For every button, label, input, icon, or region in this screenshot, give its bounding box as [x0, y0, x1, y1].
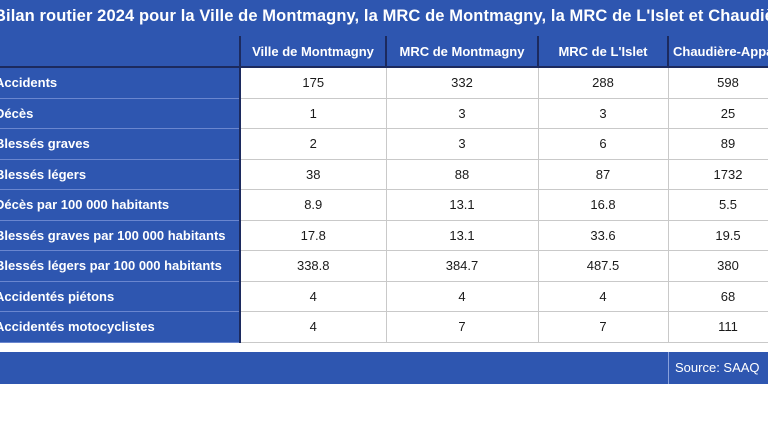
cell: 33.6 [538, 220, 669, 251]
row-label: Blessés graves par 100 000 habitants [0, 220, 241, 251]
title-bar: Bilan routier 2024 pour la Ville de Mont… [0, 0, 768, 36]
cell: 6 [538, 128, 669, 160]
table-row: Blessés légers 38 88 87 1732 [0, 159, 768, 190]
cell: 5.5 [668, 189, 768, 221]
cell: 8.9 [240, 189, 387, 221]
row-label: Blessés légers [0, 159, 241, 190]
cell: 598 [668, 67, 768, 99]
row-label: Décès [0, 98, 241, 129]
cell: 19.5 [668, 220, 768, 251]
footer-bar: Source: SAAQ [0, 352, 768, 384]
cell: 1 [240, 98, 387, 129]
cell: 4 [386, 281, 539, 312]
cell: 38 [240, 159, 387, 190]
cell: 25 [668, 98, 768, 129]
cell: 16.8 [538, 189, 669, 221]
cell: 7 [538, 311, 669, 343]
cell: 13.1 [386, 220, 539, 251]
row-label: Blessés légers par 100 000 habitants [0, 250, 241, 282]
stats-table: Ville de Montmagny MRC de Montmagny MRC … [0, 36, 768, 343]
cell: 175 [240, 67, 387, 99]
table-title: Bilan routier 2024 pour la Ville de Mont… [0, 7, 768, 25]
cell: 4 [240, 281, 387, 312]
cell: 87 [538, 159, 669, 190]
row-label: Accidentés motocyclistes [0, 311, 241, 343]
infographic: Bilan routier 2024 pour la Ville de Mont… [0, 0, 768, 384]
cell: 111 [668, 311, 768, 343]
cell: 68 [668, 281, 768, 312]
row-label: Accidentés piétons [0, 281, 241, 312]
header-corner [0, 36, 241, 68]
table-row: Blessés légers par 100 000 habitants 338… [0, 250, 768, 282]
cell: 332 [386, 67, 539, 99]
table-row: Blessés graves par 100 000 habitants 17.… [0, 220, 768, 251]
cell: 384.7 [386, 250, 539, 282]
cell: 3 [538, 98, 669, 129]
cell: 3 [386, 98, 539, 129]
cell: 7 [386, 311, 539, 343]
cell: 89 [668, 128, 768, 160]
cell: 13.1 [386, 189, 539, 221]
source-note: Source: SAAQ [668, 352, 768, 384]
row-label: Blessés graves [0, 128, 241, 160]
cell: 17.8 [240, 220, 387, 251]
table-row: Accidentés piétons 4 4 4 68 [0, 281, 768, 312]
table-row: Décès 1 3 3 25 [0, 98, 768, 129]
cell: 3 [386, 128, 539, 160]
cell: 1732 [668, 159, 768, 190]
col-header: Chaudière-Appalaches [668, 36, 768, 68]
col-header: MRC de Montmagny [386, 36, 539, 68]
cell: 288 [538, 67, 669, 99]
col-header: Ville de Montmagny [240, 36, 387, 68]
row-label: Accidents [0, 67, 241, 99]
cell: 380 [668, 250, 768, 282]
header-row: Ville de Montmagny MRC de Montmagny MRC … [0, 36, 768, 68]
table-row: Décès par 100 000 habitants 8.9 13.1 16.… [0, 189, 768, 221]
cell: 88 [386, 159, 539, 190]
cell: 2 [240, 128, 387, 160]
table-row: Accidents 175 332 288 598 [0, 67, 768, 99]
cell: 487.5 [538, 250, 669, 282]
cell: 4 [240, 311, 387, 343]
table-row: Blessés graves 2 3 6 89 [0, 128, 768, 160]
cell: 338.8 [240, 250, 387, 282]
table-row: Accidentés motocyclistes 4 7 7 111 [0, 311, 768, 343]
row-label: Décès par 100 000 habitants [0, 189, 241, 221]
col-header: MRC de L'Islet [538, 36, 669, 68]
cell: 4 [538, 281, 669, 312]
